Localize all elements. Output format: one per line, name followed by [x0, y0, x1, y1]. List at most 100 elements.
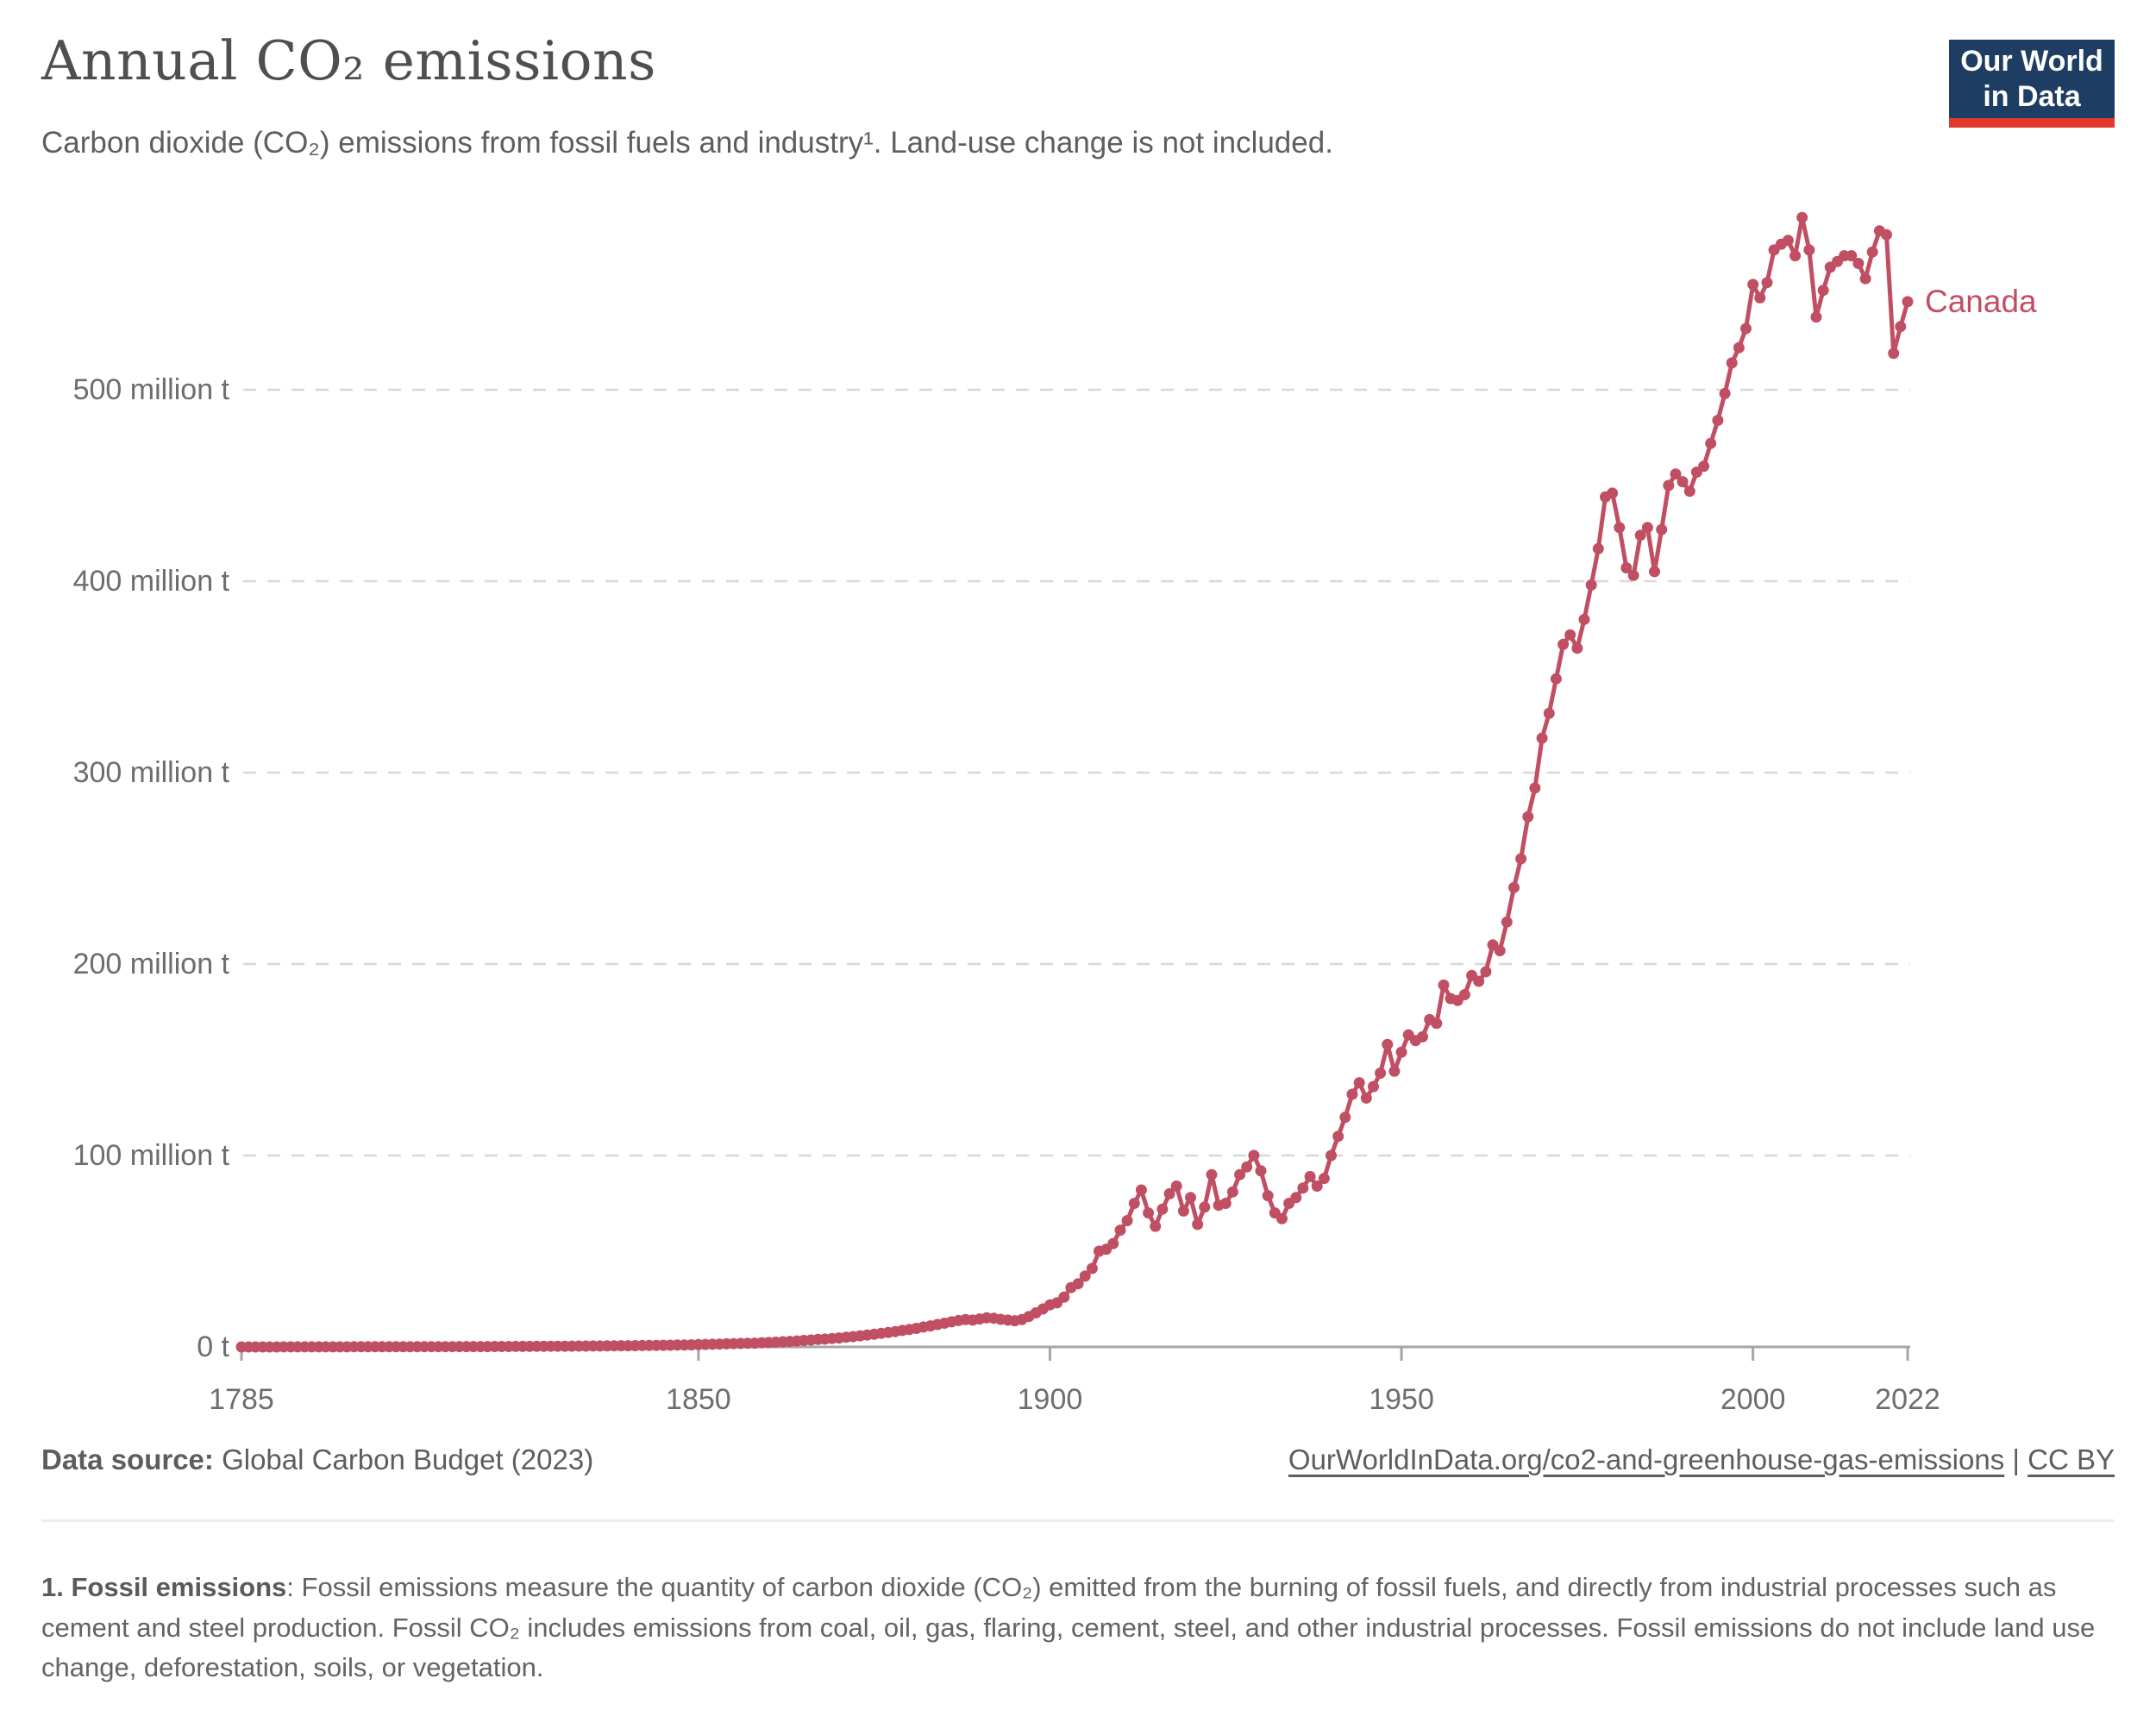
data-point[interactable] [1656, 523, 1668, 535]
data-point[interactable] [1297, 1182, 1309, 1194]
data-point[interactable] [1536, 732, 1548, 744]
owid-logo[interactable]: Our World in Data [1949, 40, 2115, 128]
data-point[interactable] [1683, 485, 1695, 498]
data-point[interactable] [1206, 1168, 1218, 1181]
data-point[interactable] [1332, 1130, 1344, 1143]
data-point[interactable] [1255, 1165, 1267, 1177]
data-point[interactable] [1079, 1270, 1091, 1282]
data-point[interactable] [1121, 1215, 1133, 1226]
data-point[interactable] [1578, 613, 1590, 625]
data-point[interactable] [1458, 989, 1470, 1000]
data-point[interactable] [1740, 323, 1752, 335]
data-point[interactable] [1143, 1207, 1155, 1219]
data-point[interactable] [1902, 296, 1914, 308]
data-point[interactable] [1185, 1192, 1196, 1204]
data-point[interactable] [1620, 562, 1633, 573]
data-point[interactable] [1529, 782, 1541, 794]
data-point[interactable] [1698, 460, 1710, 473]
data-point[interactable] [1564, 629, 1576, 641]
data-point[interactable] [1226, 1186, 1238, 1198]
data-point[interactable] [1627, 569, 1639, 581]
data-point[interactable] [1515, 853, 1527, 865]
data-point[interactable] [1219, 1198, 1232, 1209]
data-point[interactable] [1368, 1080, 1379, 1093]
data-point[interactable] [1262, 1190, 1274, 1202]
data-point[interactable] [1311, 1181, 1323, 1192]
data-point[interactable] [1480, 966, 1492, 978]
data-point[interactable] [1234, 1168, 1246, 1181]
data-point[interactable] [1670, 468, 1682, 480]
data-point[interactable] [1058, 1291, 1070, 1303]
data-point[interactable] [1733, 341, 1745, 354]
data-point[interactable] [1326, 1149, 1337, 1162]
data-point[interactable] [1677, 476, 1689, 488]
data-point[interactable] [1375, 1068, 1387, 1079]
data-point[interactable] [1614, 522, 1626, 534]
owid-link[interactable]: OurWorldInData.org/co2-and-greenhouse-ga… [1288, 1444, 2005, 1475]
data-point[interactable] [1803, 244, 1815, 256]
data-point[interactable] [1881, 229, 1892, 241]
data-point[interactable] [1360, 1092, 1372, 1104]
data-point[interactable] [1114, 1224, 1126, 1237]
data-point[interactable] [1592, 542, 1604, 554]
data-point[interactable] [1557, 638, 1570, 650]
data-point[interactable] [1810, 311, 1822, 323]
data-point[interactable] [1543, 707, 1555, 719]
data-point[interactable] [1571, 642, 1583, 654]
data-point[interactable] [1241, 1161, 1253, 1173]
data-point[interactable] [1712, 415, 1724, 426]
data-point[interactable] [1395, 1046, 1407, 1058]
data-point[interactable] [1796, 211, 1808, 223]
data-point[interactable] [1177, 1205, 1189, 1217]
data-point[interactable] [1705, 437, 1717, 449]
data-point[interactable] [1318, 1173, 1330, 1185]
data-point[interactable] [1431, 1018, 1443, 1030]
data-point[interactable] [1508, 881, 1520, 893]
data-point[interactable] [1888, 348, 1900, 360]
data-point[interactable] [1754, 291, 1766, 304]
data-point[interactable] [1866, 246, 1878, 258]
data-point[interactable] [1859, 272, 1871, 285]
data-point[interactable] [1304, 1170, 1316, 1182]
data-point[interactable] [1388, 1065, 1401, 1077]
data-point[interactable] [1248, 1149, 1260, 1162]
data-point[interactable] [1501, 916, 1513, 928]
data-point[interactable] [1150, 1220, 1162, 1232]
data-point[interactable] [1353, 1077, 1365, 1089]
data-point[interactable] [1817, 285, 1829, 297]
data-point[interactable] [1895, 321, 1907, 333]
data-point[interactable] [1438, 979, 1450, 991]
data-point[interactable] [1276, 1212, 1288, 1224]
data-point[interactable] [1128, 1198, 1140, 1209]
data-point[interactable] [1170, 1181, 1182, 1192]
data-point[interactable] [1649, 566, 1660, 578]
data-point[interactable] [1339, 1112, 1351, 1124]
data-point[interactable] [1726, 357, 1738, 369]
data-point[interactable] [1550, 673, 1562, 685]
data-point[interactable] [1382, 1038, 1394, 1050]
data-point[interactable] [1782, 235, 1794, 247]
data-point[interactable] [1719, 387, 1731, 399]
data-point[interactable] [1163, 1187, 1175, 1199]
data-point[interactable] [1199, 1201, 1211, 1213]
data-point[interactable] [1522, 811, 1534, 823]
data-point[interactable] [1192, 1218, 1204, 1231]
data-point[interactable] [1852, 258, 1865, 269]
data-point[interactable] [1107, 1237, 1119, 1249]
data-point[interactable] [1346, 1088, 1358, 1100]
data-point[interactable] [1747, 279, 1759, 291]
data-point[interactable] [1641, 522, 1653, 534]
data-point[interactable] [1135, 1184, 1147, 1196]
cc-by-link[interactable]: CC BY [2028, 1444, 2115, 1475]
data-point[interactable] [1417, 1030, 1428, 1043]
data-point[interactable] [1086, 1262, 1098, 1274]
data-point[interactable] [1761, 277, 1773, 289]
data-point[interactable] [1072, 1278, 1084, 1290]
data-point[interactable] [1789, 250, 1802, 262]
data-point[interactable] [1846, 250, 1858, 262]
data-point[interactable] [1494, 945, 1506, 956]
data-point[interactable] [1634, 529, 1646, 542]
data-point[interactable] [1156, 1203, 1169, 1215]
data-point[interactable] [1663, 479, 1675, 492]
data-point[interactable] [1290, 1192, 1302, 1204]
